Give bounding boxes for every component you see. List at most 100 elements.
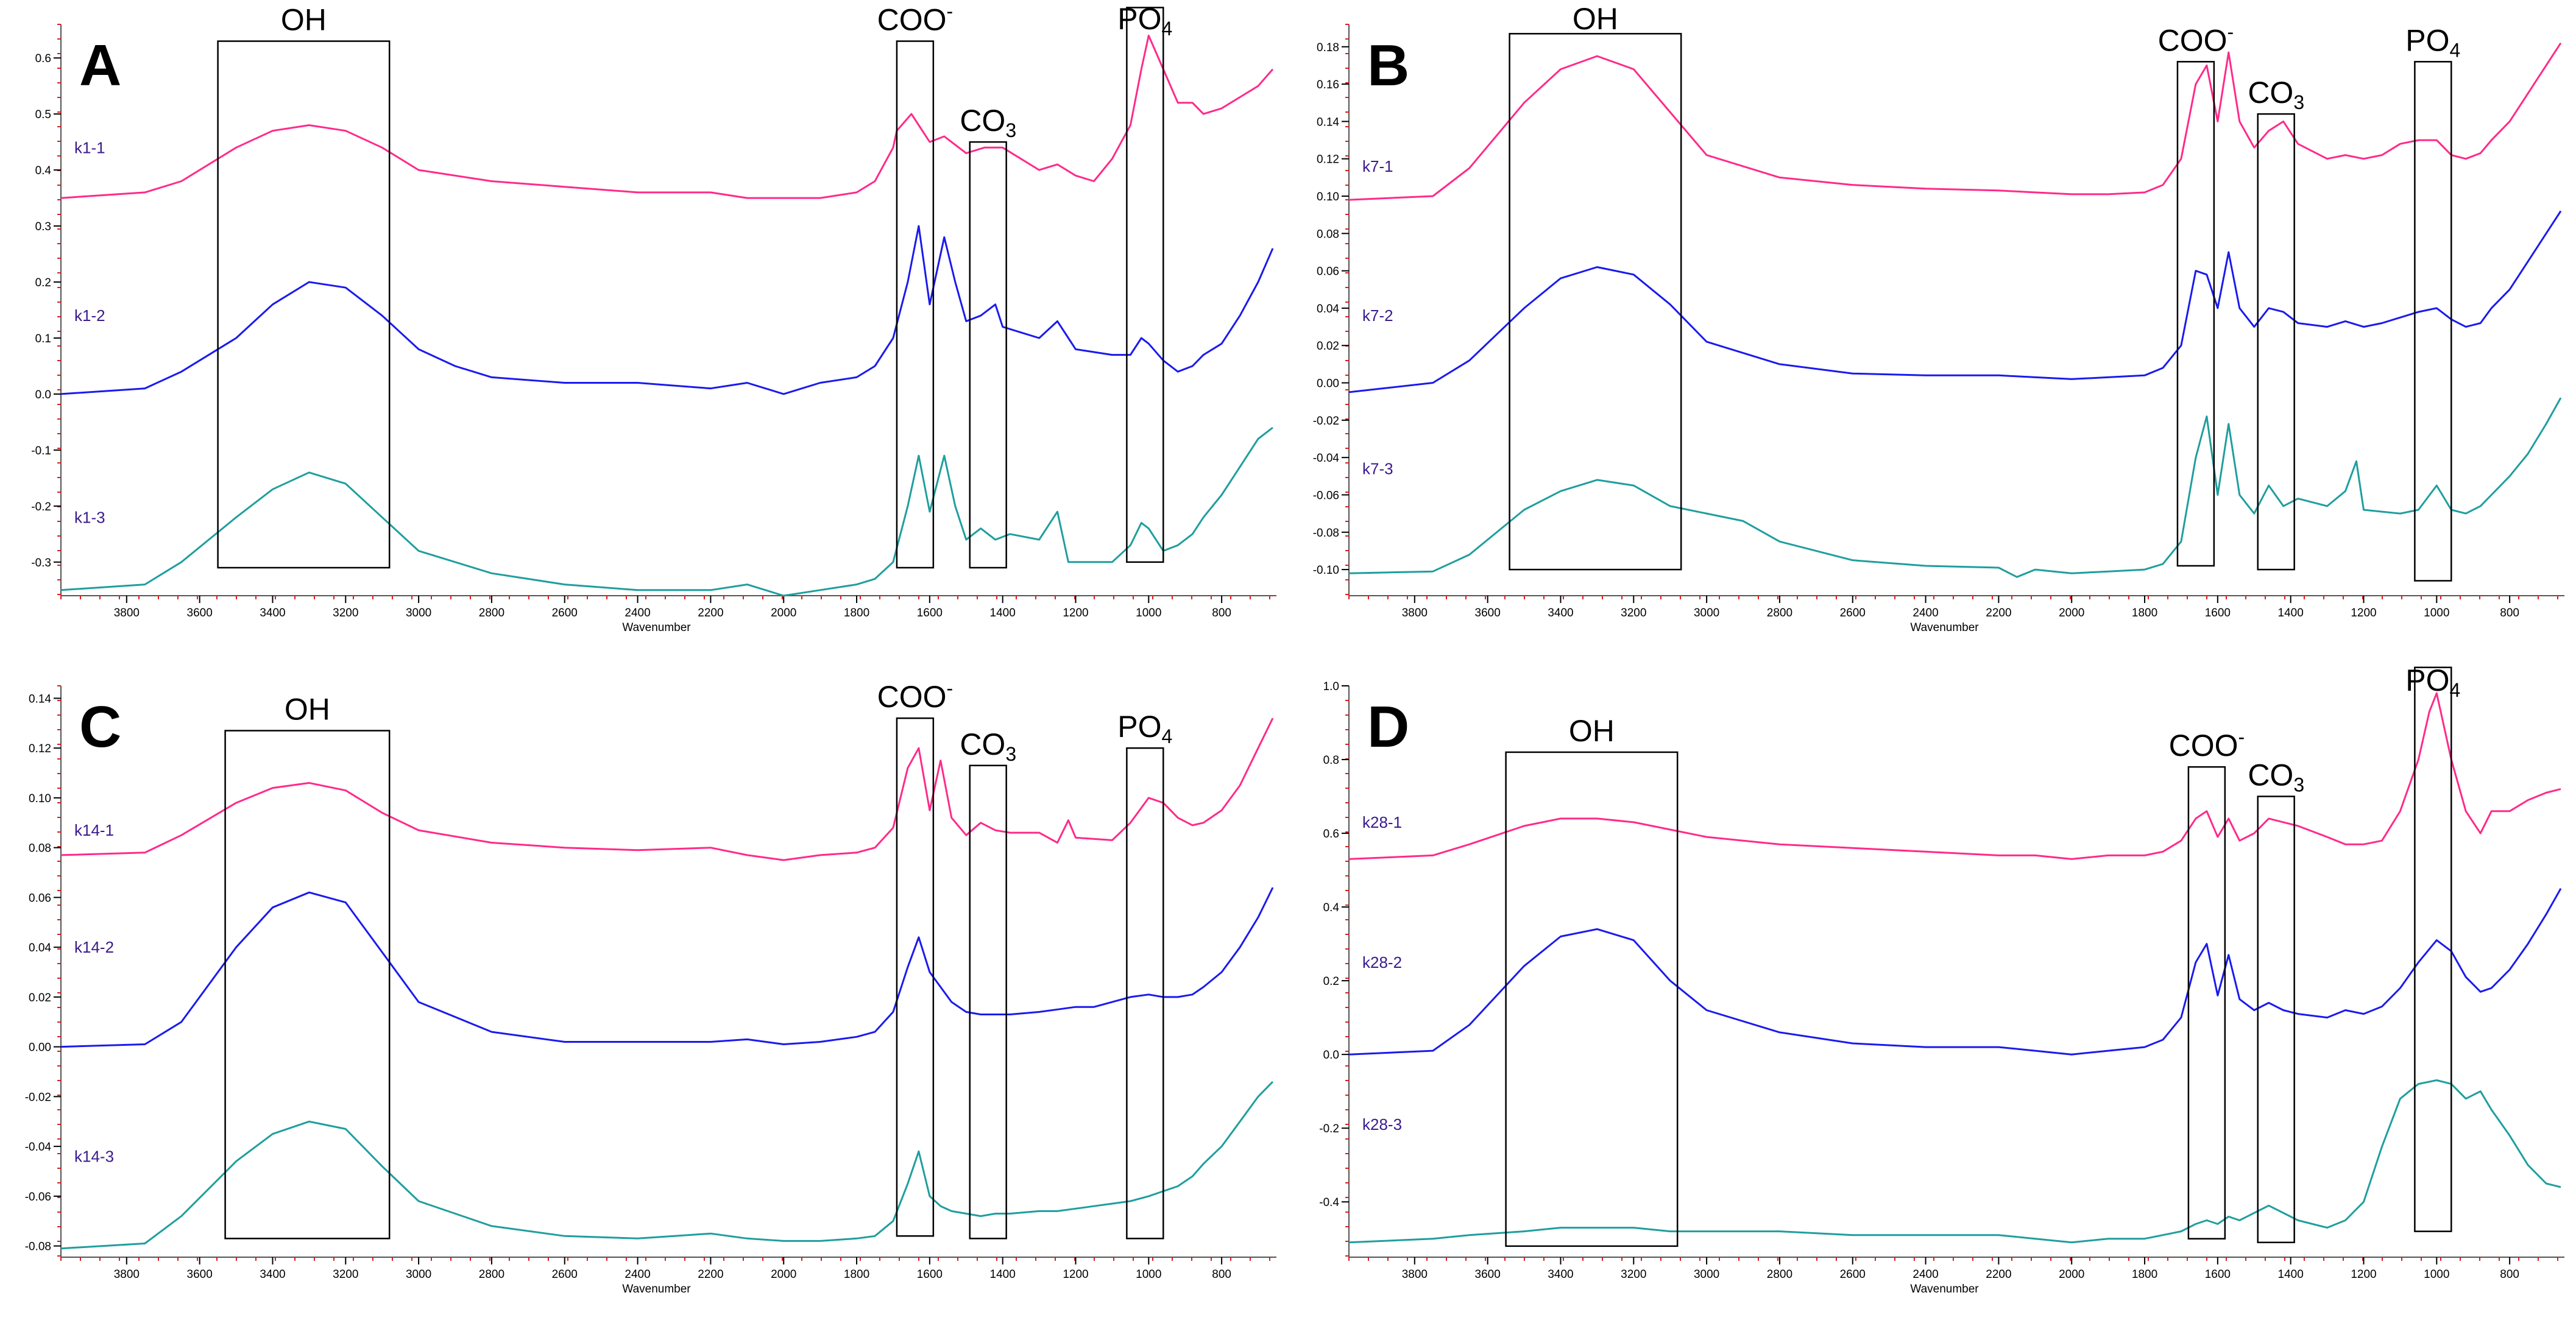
band-box-oh	[1505, 751, 1679, 1247]
band-box-co3	[969, 764, 1007, 1240]
band-box-coo	[896, 40, 935, 569]
y-tick-label: 0.04	[29, 942, 51, 954]
band-label-coo: COO-	[877, 1, 954, 37]
x-tick-label: 1000	[1136, 1268, 1161, 1281]
y-tick-label: 0.02	[1317, 340, 1339, 353]
y-tick-label: -0.3	[31, 557, 51, 570]
y-tick-label: -0.1	[31, 445, 51, 457]
band-label-co3: CO3	[960, 104, 1016, 141]
x-tick-label: 3400	[1548, 607, 1573, 619]
band-box-oh	[224, 730, 391, 1240]
x-tick-label: 3000	[406, 1268, 431, 1281]
x-tick-label: 2400	[1913, 1268, 1938, 1281]
x-axis-title-d: Wavenumber	[1910, 1283, 1979, 1296]
y-tick-label: 0.2	[1323, 975, 1339, 988]
series-label-k28-1: k28-1	[1362, 813, 1402, 831]
x-tick-label: 2400	[625, 607, 650, 619]
y-tick-label: -0.06	[1313, 489, 1339, 502]
x-tick-label: 2800	[1767, 1268, 1792, 1281]
y-tick-label: -0.2	[31, 501, 51, 513]
x-tick-label: 1000	[2424, 1268, 2449, 1281]
y-tick-label: 0.8	[1323, 754, 1339, 767]
x-tick-label: 3800	[1402, 607, 1428, 619]
x-tick-label: 1200	[1063, 607, 1088, 619]
series-line-k7-1	[1348, 42, 2562, 201]
panel-b: 3800 3600 3400 3200 3000 2800 2600 2400 2200 2000…	[1288, 0, 2576, 661]
panel-letter-c: C	[79, 694, 121, 760]
band-label-coo: COO-	[2169, 726, 2245, 763]
y-tick-label: 0.4	[1323, 901, 1340, 914]
y-tick-label: 0.08	[1317, 228, 1339, 241]
x-tick-label: 2000	[2059, 1268, 2084, 1281]
x-tick-label: 1200	[1063, 1268, 1088, 1281]
x-tick-label: 2800	[1767, 607, 1792, 619]
series-label-k7-2: k7-2	[1362, 306, 1393, 325]
x-tick-label: 1400	[2278, 1268, 2304, 1281]
band-box-coo	[2187, 766, 2226, 1240]
series-line-k28-1	[1348, 692, 2561, 860]
band-label-po4: PO4	[2405, 663, 2460, 701]
x-tick-label: 3000	[1694, 607, 1719, 619]
band-box-co3	[2257, 113, 2295, 571]
y-tick-label: 0.12	[29, 742, 51, 755]
panel-a: 3800 3600 3400 3200 3000 2800 2600 2400 2200 2000…	[0, 0, 1288, 661]
band-box-coo	[896, 717, 935, 1237]
x-tick-label: 2000	[771, 1268, 796, 1281]
x-tick-label: 1200	[2351, 1268, 2376, 1281]
y-tick-label: 0.2	[35, 277, 51, 289]
y-tick-label: 0.10	[1317, 191, 1339, 203]
x-tick-label: 1600	[2205, 1268, 2231, 1281]
panel-d: 3800 3600 3400 3200 3000 2800 2600 2400 2200 2000…	[1288, 661, 2576, 1323]
y-tick-label: 0.0	[35, 389, 51, 401]
x-tick-label: 1400	[990, 607, 1016, 619]
x-tick-label: 3600	[187, 1268, 213, 1281]
x-tick-label: 3000	[1694, 1268, 1719, 1281]
band-box-co3	[2257, 795, 2295, 1244]
x-tick-label: 2400	[1913, 607, 1938, 619]
y-tick-label: -0.10	[1313, 564, 1339, 577]
x-tick-label: 3000	[406, 607, 431, 619]
band-label-oh: OH	[285, 693, 330, 727]
x-tick-label: 3600	[1475, 607, 1501, 619]
x-tick-label: 800	[2500, 1268, 2519, 1281]
series-label-k1-3: k1-3	[74, 508, 105, 526]
x-tick-label: 800	[1212, 607, 1231, 619]
x-tick-label: 3800	[1402, 1268, 1428, 1281]
x-tick-label: 1000	[2424, 607, 2449, 619]
x-tick-label: 1800	[2132, 1268, 2157, 1281]
y-tick-label: -0.2	[1319, 1123, 1339, 1135]
band-label-oh: OH	[281, 3, 327, 37]
y-tick-label: 0.02	[29, 992, 51, 1004]
y-tick-label: -0.04	[25, 1141, 52, 1154]
y-tick-label: 0.0	[1323, 1049, 1339, 1062]
series-label-k14-3: k14-3	[74, 1147, 114, 1165]
y-tick-label: 0.10	[29, 792, 51, 805]
x-tick-label: 800	[2500, 607, 2519, 619]
x-tick-label: 1400	[990, 1268, 1016, 1281]
y-tick-label: 0.04	[1317, 303, 1339, 316]
y-tick-label: -0.02	[1313, 415, 1339, 428]
x-tick-label: 2000	[2059, 607, 2084, 619]
series-line-k14-3	[60, 1081, 1274, 1250]
x-tick-label: 2200	[1986, 607, 2011, 619]
x-tick-label: 3200	[333, 607, 358, 619]
panel-letter-a: A	[79, 33, 121, 98]
band-label-po4: PO4	[1117, 710, 1172, 747]
panel-letter-d: D	[1367, 694, 1409, 760]
band-box-co3	[969, 141, 1007, 569]
y-tick-label: -0.08	[25, 1241, 51, 1254]
series-label-k7-3: k7-3	[1362, 460, 1393, 478]
series-label-k28-2: k28-2	[1362, 953, 1402, 972]
x-axis-title-b: Wavenumber	[1910, 621, 1979, 634]
x-tick-label: 1800	[844, 607, 869, 619]
series-label-k28-3: k28-3	[1362, 1115, 1402, 1134]
x-tick-label: 3200	[1621, 1268, 1646, 1281]
x-tick-label: 3400	[260, 607, 285, 619]
chart-d-svg: 3800 3600 3400 3200 3000 2800 2600 2400 2200 2000…	[1319, 663, 2564, 1296]
band-box-coo	[2176, 61, 2215, 567]
x-tick-label: 1400	[2278, 607, 2304, 619]
y-tick-label: 0.00	[1317, 378, 1339, 390]
x-tick-label: 3400	[1548, 1268, 1573, 1281]
chart-b-svg: 3800 3600 3400 3200 3000 2800 2600 2400 2200 2000…	[1313, 2, 2564, 634]
series-label-k14-2: k14-2	[74, 938, 114, 956]
